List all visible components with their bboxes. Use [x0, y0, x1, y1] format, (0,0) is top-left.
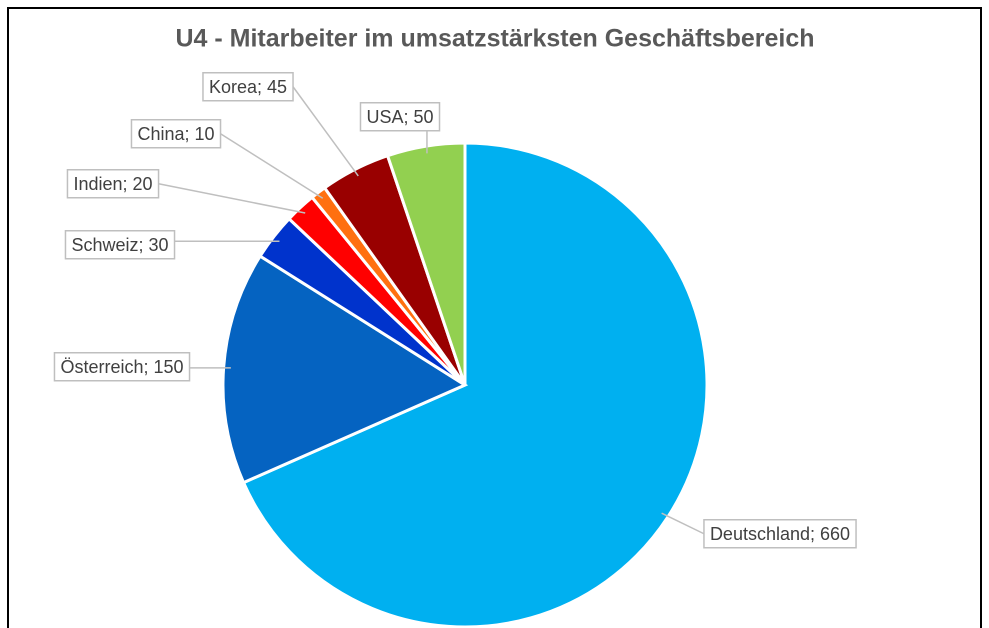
- label-box: [64, 230, 176, 260]
- label-box: [53, 352, 191, 382]
- data-label: USA; 50: [366, 107, 433, 127]
- leader-line: [158, 183, 306, 214]
- data-label: Indien; 20: [73, 174, 152, 194]
- label-box: [202, 72, 294, 102]
- leader-line: [661, 512, 705, 535]
- label-box: [359, 102, 441, 132]
- label-box: [66, 169, 160, 199]
- label-box: [703, 519, 857, 549]
- data-label: Deutschland; 660: [710, 524, 850, 544]
- data-label: Korea; 45: [209, 77, 287, 97]
- data-label: Österreich; 150: [60, 357, 183, 377]
- leader-line: [220, 133, 324, 199]
- pie-slice: [241, 141, 709, 628]
- data-labels: Deutschland; 660 Österreich; 150 Schweiz; …: [53, 72, 857, 549]
- label-box: [130, 119, 222, 149]
- chart-title: U4 - Mitarbeiter im umsatzstärksten Gesc…: [175, 25, 814, 53]
- data-label: Schweiz; 30: [71, 235, 168, 255]
- data-label: China; 10: [137, 124, 214, 144]
- pie: [221, 141, 709, 628]
- leader-line: [292, 86, 359, 177]
- pie-slice: [385, 141, 467, 386]
